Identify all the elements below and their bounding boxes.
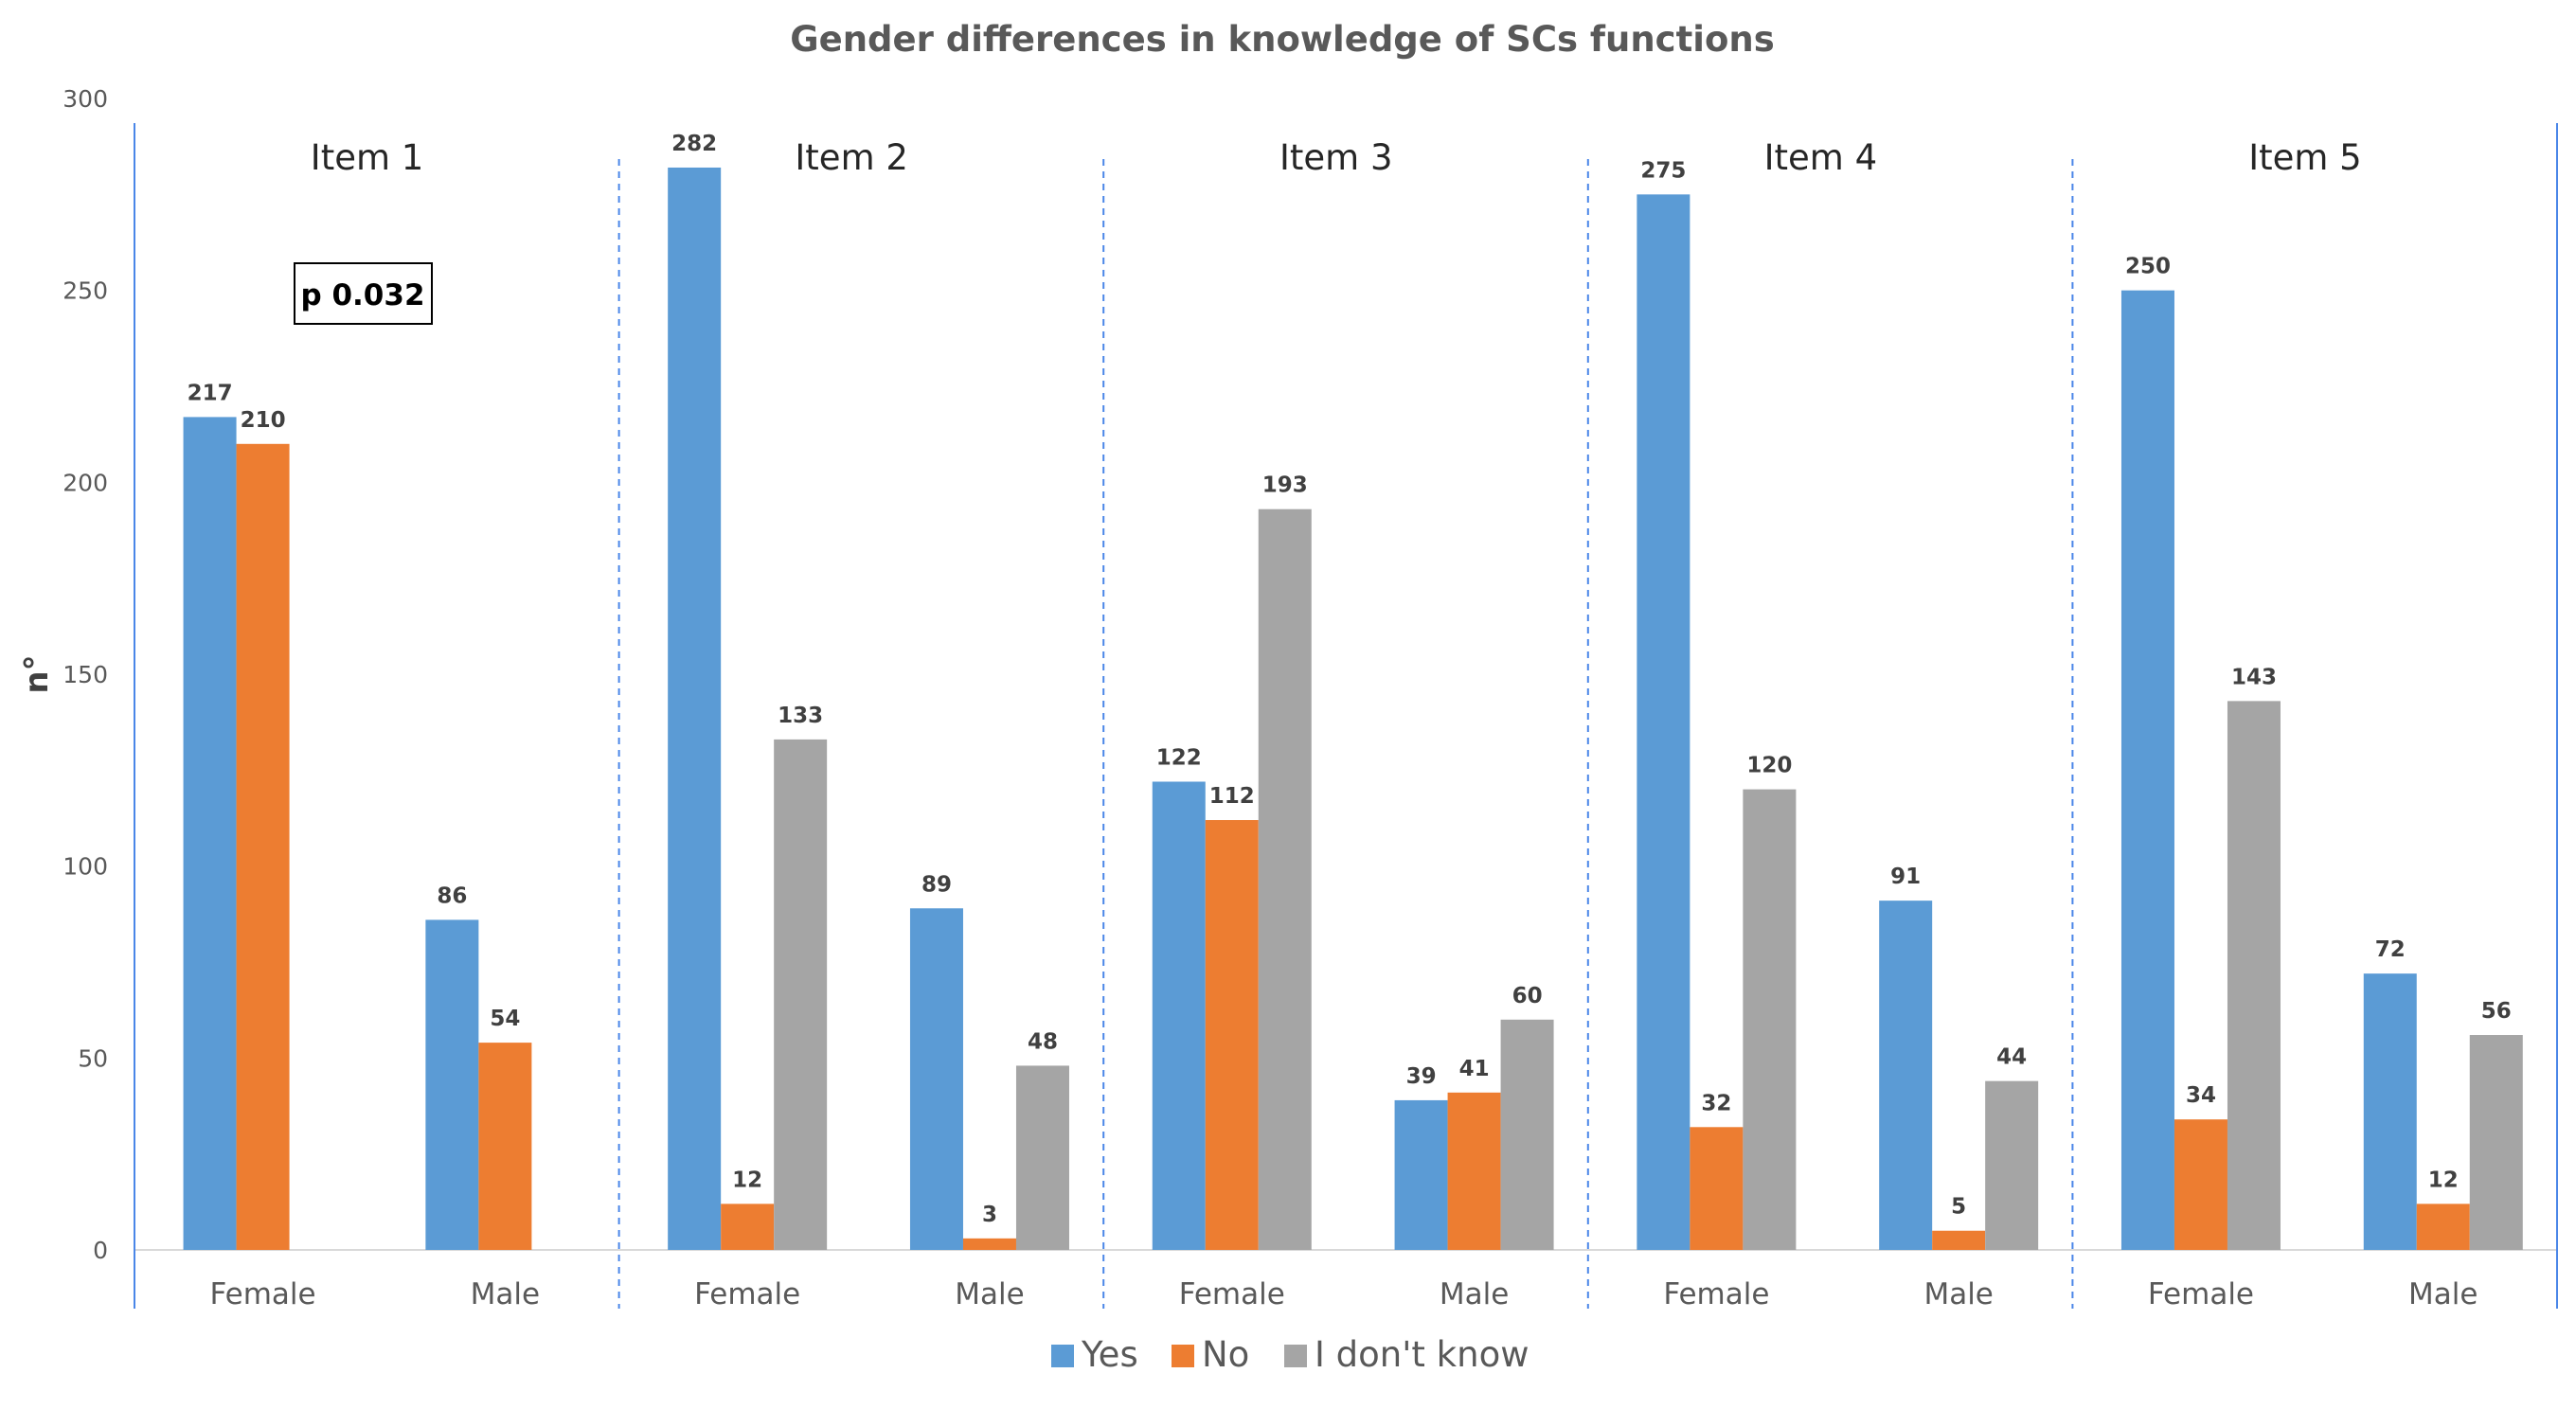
panel-label: Item 2 (795, 137, 908, 178)
bar-yes (909, 908, 963, 1250)
y-tick-label: 300 (63, 85, 108, 113)
data-label: 250 (2125, 255, 2171, 279)
legend-swatch (1172, 1345, 1194, 1367)
bar-i-don-t-know (1500, 1019, 1554, 1250)
data-label: 282 (671, 132, 717, 156)
bar-i-don-t-know (774, 739, 828, 1250)
bar-no (2416, 1204, 2470, 1250)
data-label: 112 (1209, 784, 1255, 809)
panel-label: Item 1 (311, 137, 424, 178)
bar-i-don-t-know (2227, 701, 2281, 1250)
x-tick-label: Female (1179, 1277, 1285, 1311)
data-label: 5 (1951, 1195, 1966, 1220)
panel-labels: Item 1 Item 2 Item 3 Item 4 Item 5 (311, 137, 2362, 178)
panel-label: Item 3 (1279, 137, 1393, 178)
bar-no (478, 1043, 532, 1250)
y-tick-label: 150 (63, 661, 108, 688)
bar-yes (1637, 194, 1690, 1250)
data-label: 44 (1996, 1045, 2027, 1070)
x-tick-label: Male (2408, 1277, 2478, 1311)
p-value-annotation: p 0.032 (294, 262, 433, 325)
bar-yes (2363, 973, 2417, 1250)
y-axis-label: n° (18, 654, 56, 693)
bar-yes (668, 167, 722, 1251)
panel-label: Item 4 (1764, 137, 1878, 178)
data-label: 193 (1262, 473, 1308, 498)
bar-no (1447, 1092, 1501, 1250)
data-label: 275 (1640, 158, 1686, 183)
bar-no (962, 1238, 1016, 1250)
bar-no (721, 1204, 775, 1250)
data-label: 133 (778, 704, 823, 728)
legend-label: Yes (1081, 1334, 1138, 1375)
data-label: 39 (1406, 1064, 1437, 1089)
x-axis-ticks: Female Male Female Male Female Male Female Male… (210, 1277, 2478, 1311)
bar-yes (2120, 290, 2174, 1251)
data-label: 48 (1028, 1029, 1058, 1054)
bar-no (1205, 820, 1259, 1250)
data-label: 12 (2428, 1168, 2459, 1192)
data-label: 60 (1512, 984, 1543, 1008)
data-label: 210 (241, 408, 286, 433)
data-label: 32 (1701, 1091, 1731, 1115)
bar-yes (1394, 1099, 1448, 1250)
bar-no (1690, 1127, 1744, 1250)
x-tick-label: Male (1923, 1277, 1993, 1311)
data-label: 54 (490, 1007, 520, 1031)
data-label: 217 (188, 381, 233, 405)
data-label: 3 (982, 1203, 997, 1227)
data-label: 89 (921, 872, 952, 897)
legend-label: No (1202, 1334, 1249, 1375)
bar-yes (1879, 901, 1933, 1250)
data-label: 91 (1890, 865, 1921, 889)
data-label: 12 (732, 1168, 762, 1192)
panel-label: Item 5 (2248, 137, 2362, 178)
y-tick-label: 0 (93, 1237, 108, 1264)
bar-i-don-t-know (1258, 508, 1312, 1250)
legend: Yes No I don't know (1051, 1334, 1529, 1375)
data-label: 120 (1746, 754, 1792, 778)
data-label: 86 (437, 883, 467, 908)
x-tick-label: Male (955, 1277, 1024, 1311)
data-label: 34 (2186, 1083, 2216, 1108)
data-label: 143 (2231, 665, 2277, 689)
data-label: 122 (1156, 745, 1202, 770)
x-tick-label: Female (2148, 1277, 2254, 1311)
y-tick-label: 250 (63, 277, 108, 305)
y-axis-ticks: 0 50 100 150 200 250 300 (63, 85, 108, 1264)
data-label: 56 (2481, 999, 2512, 1024)
p-value-box (294, 262, 433, 325)
x-tick-label: Female (1663, 1277, 1769, 1311)
p-value-text: p 0.032 (300, 278, 424, 312)
bar-no (2174, 1119, 2227, 1250)
y-tick-label: 100 (63, 853, 108, 881)
chart-title: Gender differences in knowledge of SCs f… (790, 19, 1775, 60)
data-label: 41 (1459, 1057, 1490, 1081)
x-tick-label: Female (210, 1277, 316, 1311)
x-tick-label: Male (1440, 1277, 1509, 1311)
y-tick-label: 200 (63, 469, 108, 496)
data-labels-layer: 217 210 86 54 282 12 133 89 3 48 122 112 193 39 41 60 27… (188, 132, 2512, 1227)
x-tick-label: Male (471, 1277, 540, 1311)
bar-i-don-t-know (1015, 1065, 1069, 1250)
bar-yes (183, 417, 237, 1251)
data-label: 72 (2375, 937, 2406, 962)
bar-no (1932, 1230, 1986, 1250)
bar-i-don-t-know (2469, 1035, 2523, 1250)
bar-i-don-t-know (1985, 1080, 2039, 1250)
legend-swatch (1284, 1345, 1307, 1367)
bar-yes (425, 919, 479, 1250)
y-tick-label: 50 (78, 1044, 108, 1072)
legend-swatch (1051, 1345, 1074, 1367)
x-tick-label: Female (694, 1277, 800, 1311)
bars-layer (183, 167, 2523, 1251)
bar-i-don-t-know (1743, 789, 1797, 1250)
legend-label: I don't know (1315, 1334, 1529, 1375)
bar-yes (1152, 781, 1206, 1250)
bar-no (236, 443, 290, 1250)
